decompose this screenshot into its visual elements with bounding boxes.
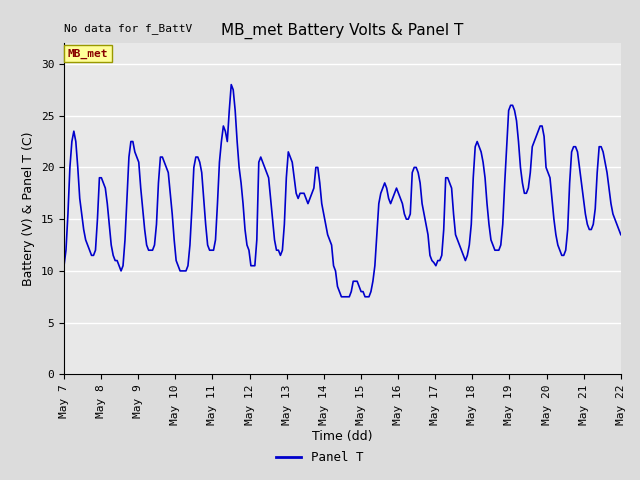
Text: No data for f_BattV: No data for f_BattV	[64, 24, 192, 34]
Y-axis label: Battery (V) & Panel T (C): Battery (V) & Panel T (C)	[22, 132, 35, 286]
Legend: Panel T: Panel T	[271, 446, 369, 469]
Text: MB_met: MB_met	[68, 48, 108, 59]
Title: MB_met Battery Volts & Panel T: MB_met Battery Volts & Panel T	[221, 23, 463, 39]
X-axis label: Time (dd): Time (dd)	[312, 430, 372, 443]
